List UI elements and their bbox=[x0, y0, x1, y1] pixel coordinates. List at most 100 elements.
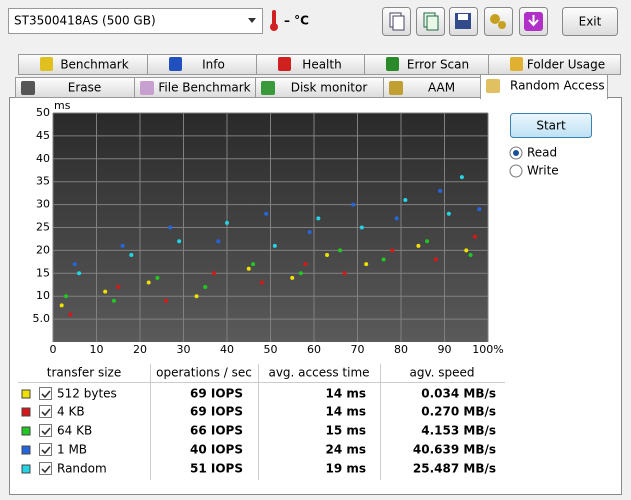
tab-icon bbox=[261, 81, 275, 95]
data-point bbox=[381, 257, 386, 262]
drive-name: ST3500418AS (500 GB) bbox=[14, 14, 156, 28]
cell: 24 ms bbox=[325, 443, 366, 457]
data-point bbox=[225, 220, 229, 225]
scatter-chart: ms 5.0 10 15 20 25 30 35 40 45 50 0 10 20 30 40 50 60 70 80… bbox=[33, 99, 504, 356]
data-point bbox=[464, 248, 469, 253]
data-point bbox=[194, 294, 199, 299]
write-radio[interactable] bbox=[509, 164, 523, 178]
tab-icon bbox=[278, 57, 291, 71]
tabs: Benchmark Info Health Error Scan Folder Usag… bbox=[15, 54, 621, 99]
series-color bbox=[21, 445, 31, 455]
temperature: – °C bbox=[284, 14, 309, 28]
data-point bbox=[116, 285, 121, 290]
data-point bbox=[72, 262, 77, 267]
y-tick-label: 10 bbox=[36, 289, 50, 302]
data-point bbox=[264, 211, 269, 216]
drive-select[interactable] bbox=[8, 8, 263, 34]
tab-label: Disk monitor bbox=[291, 81, 368, 95]
data-point bbox=[103, 289, 108, 294]
checkbox[interactable] bbox=[39, 424, 52, 437]
data-point bbox=[303, 262, 308, 267]
tab-icon bbox=[169, 57, 182, 71]
column-header: agv. speed bbox=[409, 366, 474, 380]
checkmark bbox=[41, 446, 51, 455]
cell: 40 IOPS bbox=[190, 443, 243, 457]
tab-label: File Benchmark bbox=[158, 81, 250, 95]
y-tick-label: 45 bbox=[36, 129, 50, 142]
data-point bbox=[477, 207, 482, 212]
data-point bbox=[425, 239, 430, 244]
data-point bbox=[338, 248, 343, 253]
row-label: Random bbox=[57, 462, 107, 476]
cell: 51 IOPS bbox=[190, 462, 243, 476]
x-tick-label: 80 bbox=[394, 343, 408, 356]
thermometer-icon bbox=[272, 10, 276, 25]
x-tick-label: 70 bbox=[351, 343, 365, 356]
start-label: Start bbox=[536, 119, 566, 133]
cell: 25.487 MB/s bbox=[413, 462, 496, 476]
data-point bbox=[446, 211, 451, 216]
cell: 40.639 MB/s bbox=[413, 443, 496, 457]
results-table: transfer size operations / sec avg. access… bbox=[18, 364, 505, 480]
x-tick-label: 10 bbox=[90, 343, 104, 356]
cell: 14 ms bbox=[325, 405, 366, 419]
tab-icon bbox=[386, 57, 399, 71]
tab-label: Info bbox=[202, 58, 225, 72]
y-tick-label: 25 bbox=[36, 221, 50, 234]
data-point bbox=[129, 252, 134, 257]
y-tick-label: 35 bbox=[36, 175, 50, 188]
checkbox[interactable] bbox=[39, 443, 52, 456]
y-tick-label: 20 bbox=[36, 243, 50, 256]
x-tick-label: 100% bbox=[472, 343, 503, 356]
checkbox[interactable] bbox=[39, 462, 52, 475]
cell: 4.153 MB/s bbox=[421, 424, 496, 438]
read-radio-dot bbox=[513, 150, 519, 156]
series-color bbox=[21, 389, 31, 399]
tab-icon bbox=[486, 79, 500, 93]
data-point bbox=[164, 298, 169, 303]
data-point bbox=[325, 252, 330, 257]
checkbox[interactable] bbox=[39, 387, 52, 400]
column-header: operations / sec bbox=[156, 366, 252, 380]
data-point bbox=[111, 298, 116, 303]
data-point bbox=[259, 280, 264, 285]
tab-label: AAM bbox=[428, 81, 455, 95]
checkbox[interactable] bbox=[39, 405, 52, 418]
data-point bbox=[120, 243, 125, 248]
data-point bbox=[290, 275, 295, 280]
start-button[interactable] bbox=[510, 113, 592, 138]
read-label: Read bbox=[527, 146, 557, 160]
tab-label: Erase bbox=[68, 81, 102, 95]
row-label: 64 KB bbox=[57, 424, 92, 438]
tab-label: Error Scan bbox=[407, 58, 469, 72]
data-point bbox=[77, 271, 82, 276]
cell: 69 IOPS bbox=[190, 405, 243, 419]
data-point bbox=[472, 234, 477, 239]
column-header: avg. access time bbox=[268, 366, 369, 380]
data-point bbox=[359, 225, 364, 230]
exit-label: Exit bbox=[579, 15, 602, 29]
data-point bbox=[394, 216, 399, 221]
thermometer-bulb bbox=[270, 23, 278, 31]
dropdown-arrow bbox=[248, 18, 256, 23]
write-label: Write bbox=[527, 164, 559, 178]
checkmark bbox=[41, 390, 51, 399]
row-label: 4 KB bbox=[57, 405, 85, 419]
cell: 0.270 MB/s bbox=[421, 405, 496, 419]
active-tab[interactable] bbox=[480, 74, 608, 99]
x-tick-label: 60 bbox=[307, 343, 321, 356]
series-color bbox=[21, 407, 31, 417]
data-point bbox=[468, 252, 473, 257]
cell: 19 ms bbox=[325, 462, 366, 476]
x-tick-label: 30 bbox=[177, 343, 191, 356]
data-point bbox=[403, 198, 408, 203]
tab-icon bbox=[140, 81, 154, 95]
data-point bbox=[59, 303, 64, 308]
exit-button[interactable] bbox=[562, 7, 618, 36]
toolbar-buttons: Exit bbox=[382, 7, 618, 36]
series-color bbox=[21, 426, 31, 436]
data-point bbox=[211, 271, 216, 276]
data-point bbox=[390, 248, 395, 253]
y-tick-label: 30 bbox=[36, 198, 50, 211]
